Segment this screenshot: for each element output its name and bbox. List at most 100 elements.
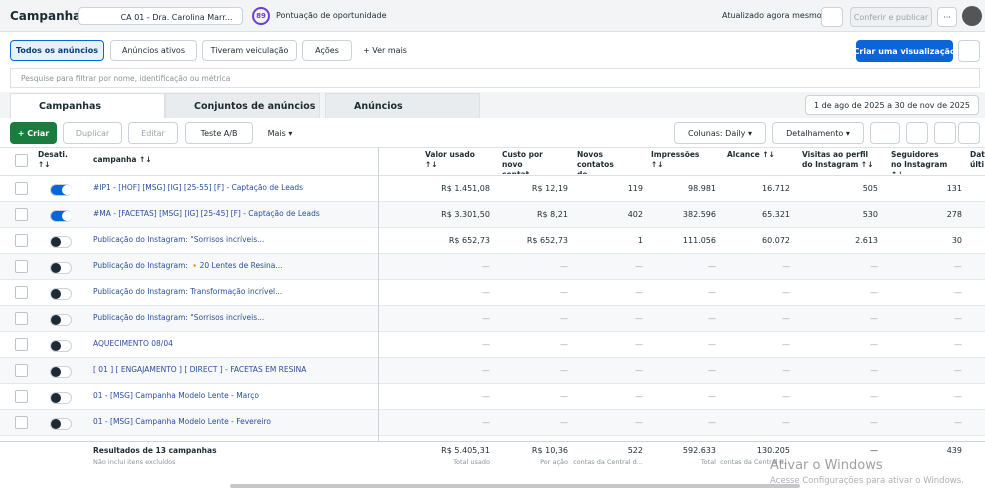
- table-row: [0, 202, 985, 228]
- search-box[interactable]: Pesquise para filtrar por nome, identifi…: [10, 68, 980, 88]
- more-button[interactable]: ···: [937, 7, 957, 27]
- filter-tab[interactable]: Tiveram veiculação: [202, 40, 297, 61]
- column-header[interactable]: Visitas ao perfil do Instagram ↑↓: [802, 150, 874, 169]
- header-checkbox[interactable]: [15, 154, 28, 167]
- icon-button[interactable]: [958, 122, 980, 144]
- metric-cell: —: [782, 262, 790, 271]
- filter-tab[interactable]: Anúncios ativos: [110, 40, 197, 61]
- toggle-knob: [51, 263, 61, 273]
- row-checkbox[interactable]: [15, 338, 28, 351]
- action-button[interactable]: Teste A/B: [185, 122, 253, 144]
- metric-cell: —: [635, 418, 643, 427]
- metric-cell: —: [782, 340, 790, 349]
- metric-cell: —: [782, 288, 790, 297]
- campaign-name[interactable]: 01 - [MSG] Campanha Modelo Lente - Março: [93, 391, 259, 400]
- account-select[interactable]: CA 01 - Dra. Carolina Marr...: [78, 7, 243, 25]
- refresh-button[interactable]: [821, 7, 843, 27]
- table-row: [0, 410, 985, 436]
- campaign-name[interactable]: AQUECIMENTO 08/04: [93, 339, 173, 348]
- metric-cell: —: [560, 392, 568, 401]
- level-tab[interactable]: Anúncios: [325, 93, 480, 118]
- icon-button[interactable]: [934, 122, 956, 144]
- row-checkbox[interactable]: [15, 390, 28, 403]
- metric-cell: R$ 652,73: [526, 236, 568, 245]
- score-label[interactable]: Pontuação de oportunidade: [276, 11, 387, 20]
- metric-cell: —: [954, 262, 962, 271]
- campaign-name[interactable]: Publicação do Instagram: "Sorrisos incrí…: [93, 313, 265, 322]
- filter-tab[interactable]: + Ver mais: [360, 40, 410, 61]
- settings-button[interactable]: [958, 40, 980, 62]
- row-checkbox[interactable]: [15, 182, 28, 195]
- column-header[interactable]: Seguidores no Instagram ↑↓: [891, 150, 948, 174]
- filter-tab[interactable]: Ações: [302, 40, 352, 61]
- toggle-knob: [51, 419, 61, 429]
- metric-cell: —: [708, 366, 716, 375]
- filter-tab[interactable]: Todos os anúncios: [10, 40, 104, 61]
- metric-cell: R$ 8,21: [536, 210, 568, 219]
- action-button[interactable]: Detalhamento ▾: [772, 122, 864, 144]
- metric-cell: —: [560, 288, 568, 297]
- table-row: [0, 358, 985, 384]
- action-button[interactable]: Duplicar: [63, 122, 122, 144]
- column-header[interactable]: Alcance ↑↓: [727, 150, 775, 159]
- score-badge: 89: [252, 7, 270, 25]
- column-header[interactable]: Desati... ↑↓: [38, 150, 68, 169]
- metric-cell: —: [954, 418, 962, 427]
- icon-button[interactable]: [870, 122, 900, 144]
- campaign-name[interactable]: #MA - [FACETAS] [MSG] [IG] [25-45] [F] -…: [93, 209, 320, 218]
- metric-cell: —: [635, 314, 643, 323]
- total-label: contas da Central d...: [573, 458, 643, 466]
- campaign-name[interactable]: Publicação do Instagram: 🔸20 Lentes de R…: [93, 261, 283, 270]
- column-header[interactable]: Valor usado ↑↓: [425, 150, 475, 169]
- row-checkbox[interactable]: [15, 312, 28, 325]
- metric-cell: —: [954, 392, 962, 401]
- campaign-name[interactable]: Publicação do Instagram: "Sorrisos incrí…: [93, 235, 265, 244]
- column-header[interactable]: campanha ↑↓: [93, 155, 152, 164]
- column-header[interactable]: Custo por novo contat...: [502, 150, 543, 174]
- metric-cell: 278: [946, 210, 962, 219]
- level-tab[interactable]: Conjuntos de anúncios: [165, 93, 320, 118]
- action-button[interactable]: + Criar: [10, 122, 57, 144]
- row-checkbox[interactable]: [15, 416, 28, 429]
- action-button[interactable]: Editar: [128, 122, 178, 144]
- row-checkbox[interactable]: [15, 364, 28, 377]
- action-button[interactable]: Colunas: Daily ▾: [674, 122, 766, 144]
- row-checkbox[interactable]: [15, 234, 28, 247]
- footer-title: Resultados de 13 campanhas: [93, 446, 217, 455]
- level-tab[interactable]: Campanhas: [10, 93, 165, 118]
- row-checkbox[interactable]: [15, 260, 28, 273]
- row-checkbox[interactable]: [15, 286, 28, 299]
- campaign-name[interactable]: Publicação do Instagram: Transformação i…: [93, 287, 283, 296]
- metric-cell: R$ 1.451,08: [441, 184, 490, 193]
- campaign-name[interactable]: 01 - [MSG] Campanha Modelo Lente - Fever…: [93, 417, 271, 426]
- icon-button[interactable]: [906, 122, 928, 144]
- metric-cell: 2.613: [855, 236, 878, 245]
- metric-cell: —: [954, 288, 962, 297]
- date-range-button[interactable]: 1 de ago de 2025 a 30 de nov de 2025: [805, 95, 979, 115]
- metric-cell: 530: [862, 210, 878, 219]
- create-view-button[interactable]: Criar uma visualização: [854, 40, 955, 62]
- metric-cell: —: [954, 340, 962, 349]
- column-header[interactable]: Dat últi: [970, 150, 985, 169]
- publish-button[interactable]: Conferir e publicar: [850, 7, 932, 27]
- row-checkbox[interactable]: [15, 208, 28, 221]
- column-header[interactable]: Impressões ↑↓: [651, 150, 700, 169]
- metric-cell: —: [782, 314, 790, 323]
- metric-cell: —: [482, 366, 490, 375]
- metric-cell: —: [870, 392, 878, 401]
- total-value: —: [870, 446, 878, 455]
- metric-cell: R$ 12,19: [531, 184, 568, 193]
- watermark-title: Ativar o Windows: [770, 458, 883, 473]
- total-value: 130.205: [756, 446, 790, 455]
- campaign-name[interactable]: [ 01 ] [ ENGAJAMENTO ] [ DIRECT ] - FACE…: [93, 365, 307, 374]
- total-value: 522: [627, 446, 643, 455]
- metric-cell: —: [870, 288, 878, 297]
- table-header: [0, 147, 985, 176]
- metric-cell: 60.072: [762, 236, 790, 245]
- toggle-knob: [51, 237, 61, 247]
- campaign-name[interactable]: #IP1 - [HOF] [MSG] [IG] [25-55] [F] - Ca…: [93, 183, 304, 192]
- action-button[interactable]: Mais ▾: [260, 122, 300, 144]
- table-row: [0, 280, 985, 306]
- total-value: R$ 5.405,31: [441, 446, 490, 455]
- column-header[interactable]: Novos contatos de...: [577, 150, 614, 174]
